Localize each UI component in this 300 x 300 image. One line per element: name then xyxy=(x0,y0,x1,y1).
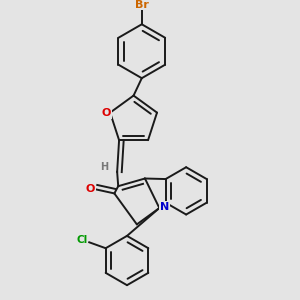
Text: Br: Br xyxy=(135,0,149,10)
Text: N: N xyxy=(160,202,169,212)
Text: O: O xyxy=(86,184,95,194)
Text: H: H xyxy=(100,162,109,172)
Text: O: O xyxy=(101,108,111,118)
Text: Cl: Cl xyxy=(76,235,88,245)
